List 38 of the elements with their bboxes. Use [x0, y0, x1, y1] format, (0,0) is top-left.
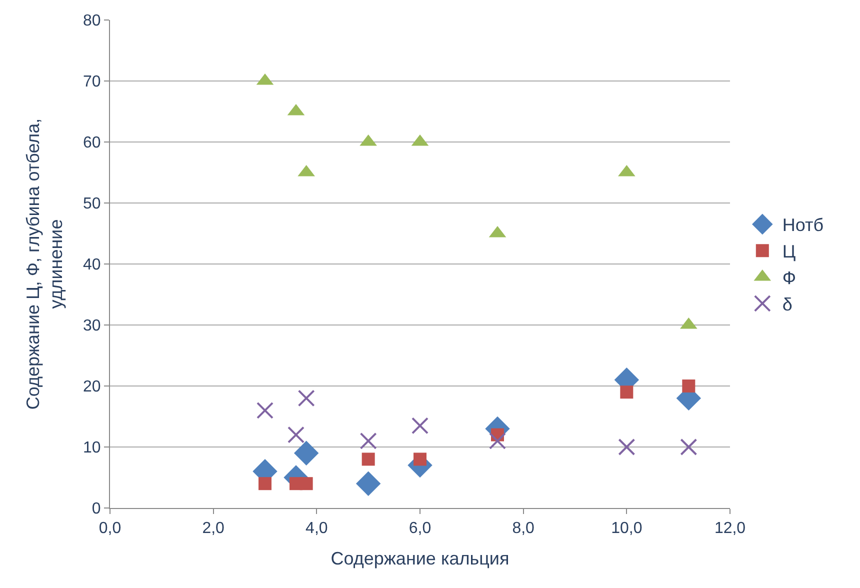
legend-label: Нотб	[782, 215, 824, 236]
x-axis-title: Содержание кальция	[330, 548, 510, 568]
legend-label: Ц	[782, 242, 796, 262]
x-tick-label: 4,0	[306, 520, 328, 538]
legend-label: Ф	[782, 268, 796, 288]
point	[300, 477, 313, 490]
point	[298, 390, 315, 407]
point	[258, 477, 272, 490]
legend-label: δ	[782, 294, 792, 314]
y-tick-label: 60	[83, 134, 101, 152]
x-tick-label: 10,0	[611, 520, 642, 538]
point	[288, 426, 304, 444]
x-tick-label: 6,0	[408, 520, 432, 538]
y-tick-label: 30	[83, 318, 101, 335]
point	[362, 452, 375, 466]
point	[360, 432, 377, 450]
y-tick-label: 70	[83, 74, 101, 91]
y-tick-label: 40	[83, 256, 101, 274]
point	[620, 386, 634, 399]
point	[412, 417, 428, 434]
point	[682, 380, 696, 392]
y-axis-title: Содержание Ц, Ф, глубина отбела, удлинение	[22, 118, 66, 410]
x-tick-label: 0,0	[98, 520, 122, 538]
y-tick-label: 80	[83, 12, 101, 30]
point	[256, 402, 274, 419]
x-tick-label: 8,0	[512, 520, 535, 538]
y-tick-label: 10	[83, 440, 101, 457]
point	[414, 452, 426, 466]
y-tick-label: 20	[83, 378, 101, 396]
x-tick-label: 12,0	[714, 520, 746, 538]
point	[489, 432, 506, 450]
point	[356, 471, 381, 496]
x-tick-label: 2,0	[202, 520, 225, 538]
point	[294, 440, 319, 466]
y-tick-label: 0	[92, 500, 101, 518]
point	[618, 438, 636, 456]
y-tick-label: 50	[83, 196, 101, 213]
point	[680, 438, 698, 456]
